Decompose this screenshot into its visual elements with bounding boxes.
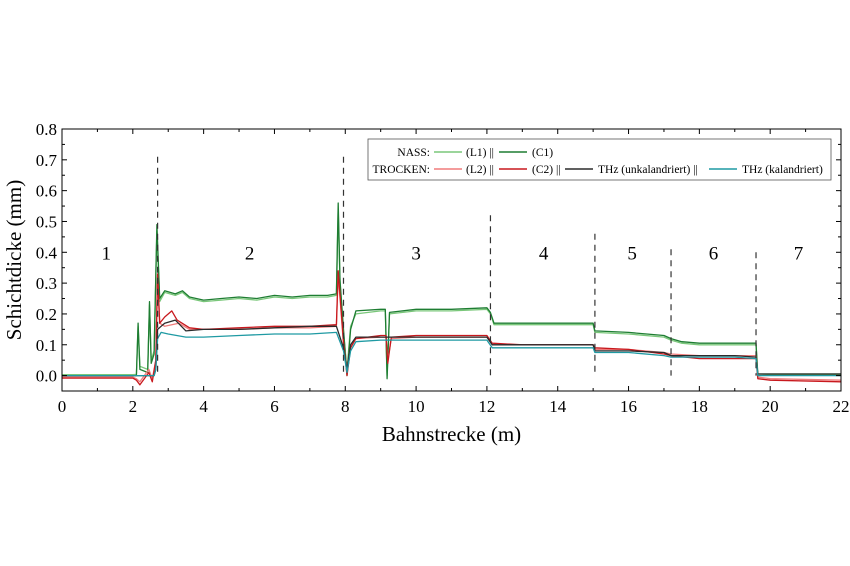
y-tick-label: 0.2: [36, 305, 57, 324]
x-tick-label: 22: [833, 397, 850, 416]
y-tick-label: 0.1: [36, 336, 57, 355]
y-tick-label: 0.0: [36, 367, 57, 386]
y-tick-label: 0.7: [36, 151, 58, 170]
region-label-6: 6: [709, 243, 719, 264]
x-tick-label: 10: [408, 397, 425, 416]
region-label-7: 7: [794, 243, 804, 264]
y-tick-label: 0.5: [36, 212, 57, 231]
region-label-2: 2: [245, 243, 255, 264]
x-tick-label: 20: [762, 397, 779, 416]
region-labels: 1 2 3 4 5 6 7: [102, 243, 804, 264]
x-tick-label: 0: [58, 397, 67, 416]
y-tick-label: 0.6: [36, 182, 57, 201]
x-tick-label: 4: [199, 397, 208, 416]
y-axis-label: Schichtdicke (mm): [2, 180, 26, 340]
legend-label-l2: (L2) ||: [466, 164, 494, 176]
series-line-thz-k: [62, 331, 841, 377]
x-tick-label: 12: [478, 397, 495, 416]
x-tick-label: 14: [549, 397, 567, 416]
legend-label-c2: (C2) ||: [532, 164, 561, 176]
x-tick-label: 8: [341, 397, 350, 416]
x-axis-ticks: 0 2 4 6 8 10 12 14 16 18 20 22: [58, 129, 850, 416]
y-tick-label: 0.3: [36, 274, 57, 293]
y-tick-label: 0.8: [36, 120, 57, 139]
region-boundaries: [157, 156, 757, 376]
series-line-thz-u: [62, 319, 841, 377]
legend-box: [367, 138, 832, 181]
legend-prefix: NASS:: [397, 147, 430, 159]
series-line-c1: [62, 202, 841, 380]
x-axis-label: Bahnstrecke (m): [382, 422, 521, 446]
x-tick-label: 6: [270, 397, 279, 416]
region-label-1: 1: [102, 243, 112, 264]
legend-label-l1: (L1) ||: [466, 147, 494, 159]
legend-label-c1: (C1): [532, 147, 553, 159]
x-tick-label: 18: [691, 397, 708, 416]
legend-label-thz-u: THz (unkalandriert) ||: [598, 164, 698, 176]
x-tick-label: 16: [620, 397, 637, 416]
y-axis-ticks: 0.0 0.1 0.2 0.3 0.4 0.5 0.6 0.7 0.8: [36, 120, 841, 386]
y-tick-label: 0.4: [36, 243, 58, 262]
legend: NASS: (L1) || (C1) TROCKEN: (L2) || (C2) || TH…: [367, 138, 832, 181]
x-tick-label: 2: [129, 397, 138, 416]
region-label-5: 5: [627, 243, 637, 264]
legend-label-thz-k: THz (kalandriert): [742, 164, 823, 176]
region-label-3: 3: [411, 243, 421, 264]
legend-prefix: TROCKEN:: [373, 164, 431, 176]
region-label-4: 4: [539, 243, 549, 264]
